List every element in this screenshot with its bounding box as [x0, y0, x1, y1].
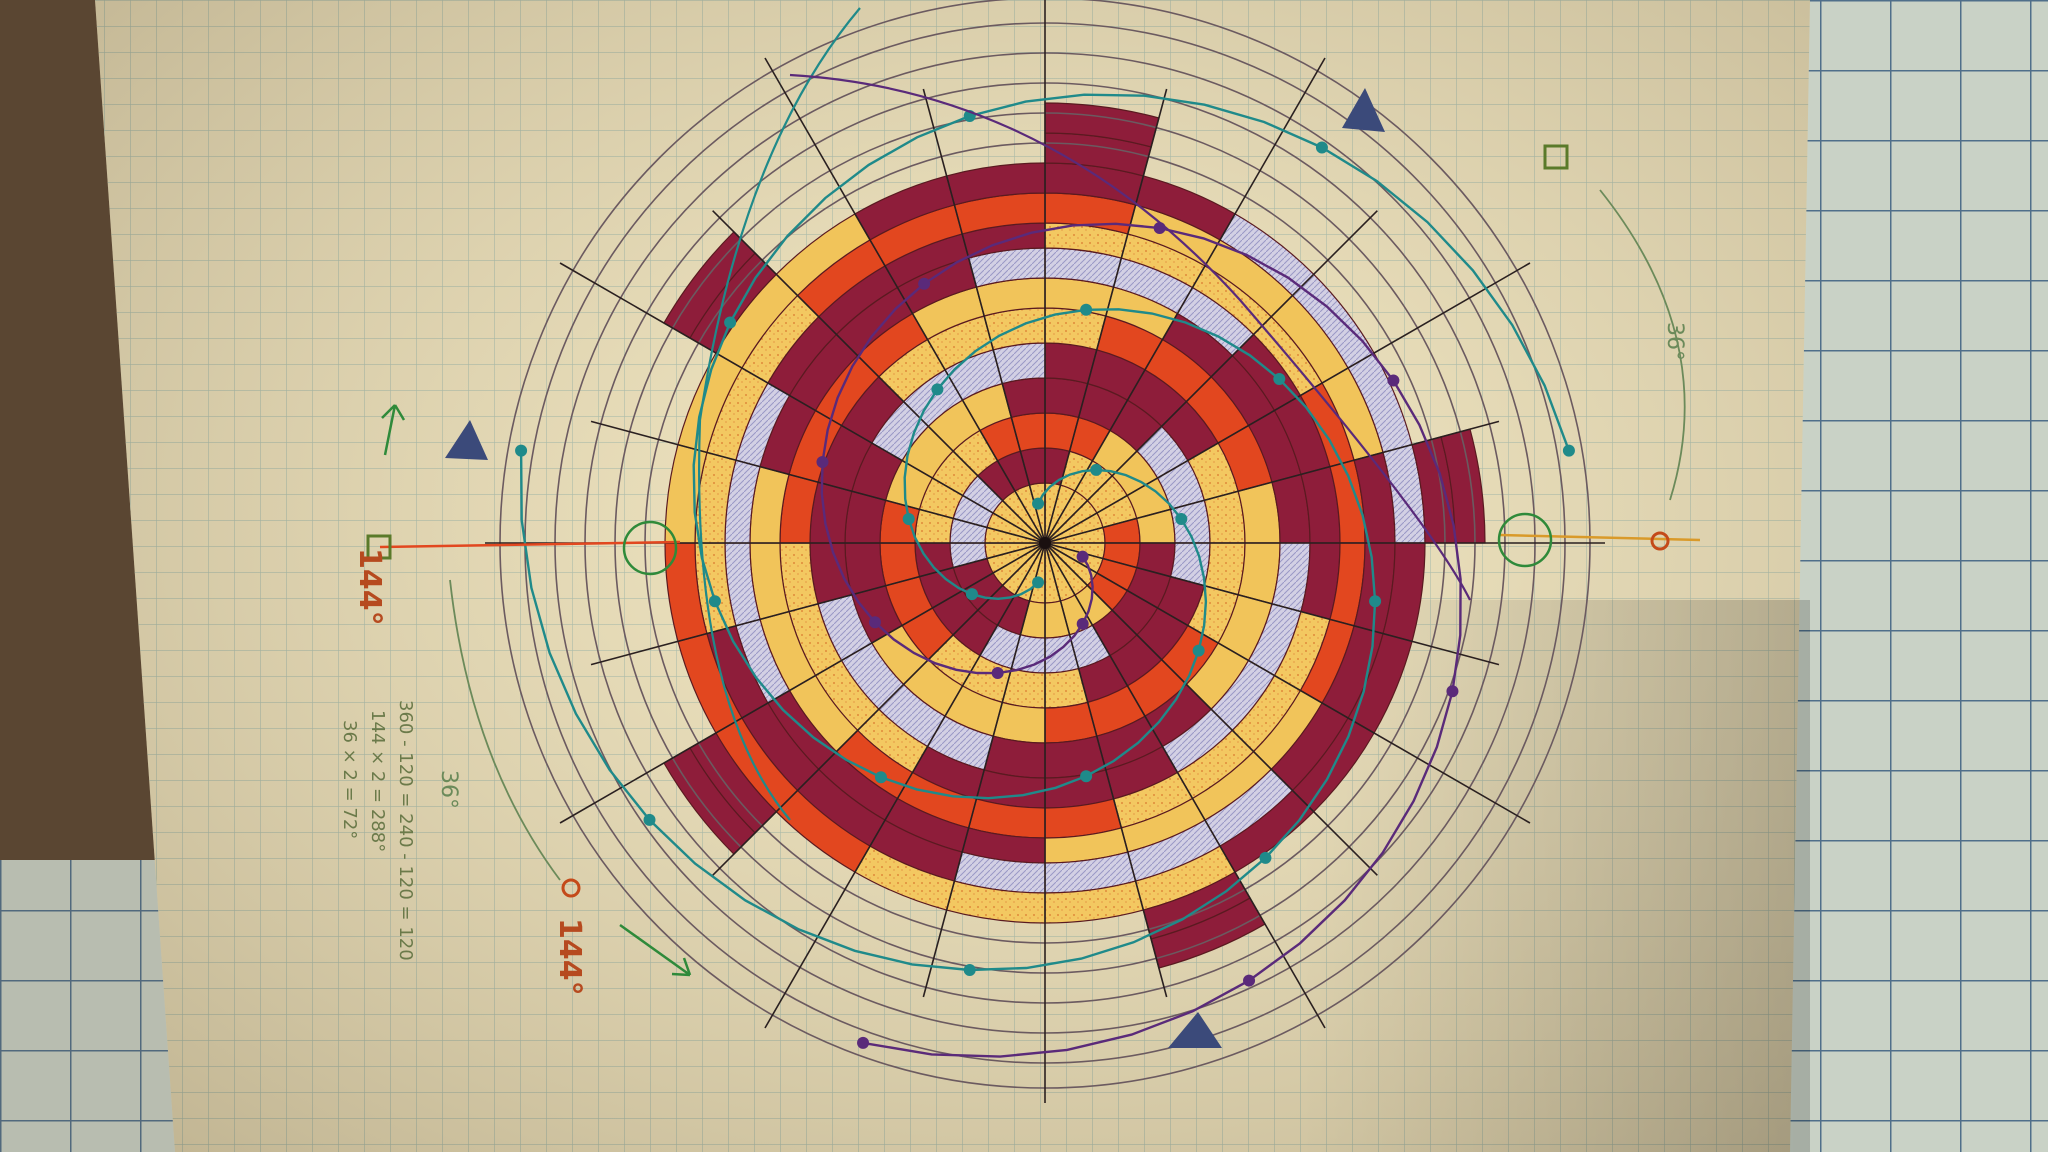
teal-spiral-dot — [1273, 372, 1286, 385]
purple-spiral-dot — [1076, 550, 1089, 563]
teal-spiral-dot — [902, 512, 915, 525]
calculation-line-2: 144 × 2 = 288° — [367, 710, 388, 852]
circular-mandala-drawing — [379, 0, 1701, 1103]
purple-spiral-dot — [1446, 685, 1459, 698]
radial-line — [922, 88, 1046, 544]
triangle-marker-icon — [445, 420, 488, 460]
radial-line — [1044, 88, 1168, 544]
triangle-marker-icon — [1342, 88, 1385, 132]
teal-spiral-2-dot — [1315, 141, 1328, 154]
teal-spiral-2-dot — [874, 771, 887, 784]
circle-marker-icon — [1650, 531, 1670, 551]
center-dot — [1039, 537, 1051, 549]
green-circle-right — [1497, 512, 1553, 568]
purple-spiral-dot — [1387, 374, 1400, 387]
purple-spiral-dot — [1076, 617, 1089, 630]
radial-line — [922, 542, 1046, 998]
purple-spiral-dot — [816, 456, 829, 469]
radial-line — [559, 262, 1046, 544]
teal-spiral-dot — [1080, 303, 1093, 316]
purple-sweep-curve — [789, 73, 1471, 601]
teal-spiral-2-dot — [1090, 463, 1103, 476]
degree-label-left: 144° — [352, 548, 387, 626]
purple-spiral-dot — [868, 616, 881, 629]
radial-line — [590, 420, 1046, 544]
radial-line — [1044, 262, 1531, 544]
cutting-mat-right — [1780, 0, 2048, 1152]
arc-angle-bottom-left: 36° — [436, 770, 461, 809]
markers — [366, 88, 1670, 1048]
purple-spiral-dot — [991, 667, 1004, 680]
cutting-mat-left — [0, 860, 180, 1152]
axis-line-left — [379, 540, 681, 549]
green-circle-left — [622, 520, 678, 576]
radial-line — [1044, 542, 1326, 1029]
teal-spiral-2-dot — [708, 595, 721, 608]
arrow-icon — [619, 923, 692, 977]
teal-spiral-dot — [931, 383, 944, 396]
calculation-line-3: 36 × 2 = 72° — [339, 720, 360, 839]
arc-angle-top-right: 36° — [1662, 322, 1687, 361]
teal-sweep-curve — [697, 7, 861, 821]
radial-line — [1044, 57, 1326, 544]
radial-line — [590, 542, 1046, 666]
radial-line — [1044, 542, 1500, 666]
radial-line — [1044, 542, 1378, 876]
arc-measure-bottom-left — [449, 579, 561, 881]
teal-spiral-2-dot — [724, 316, 737, 329]
purple-spiral-dot — [1243, 974, 1256, 987]
calculation-line-1: 360 - 120 = 240 - 120 = 120 — [395, 700, 416, 961]
radial-line — [1044, 542, 1531, 824]
teal-spiral-dot — [965, 588, 978, 601]
radial-line — [712, 210, 1046, 544]
circle-marker-icon — [561, 878, 581, 898]
teal-spiral-2-dot — [1562, 444, 1575, 457]
triangle-marker-icon — [1168, 1012, 1222, 1048]
teal-spiral-dot — [1032, 576, 1045, 589]
teal-spiral-dot — [515, 444, 528, 457]
radial-line — [1044, 210, 1378, 544]
degree-label-bottom: 144° — [552, 918, 587, 996]
teal-spiral-dot — [643, 813, 656, 826]
teal-spiral-dot — [1369, 595, 1382, 608]
arc-measure-top-right — [1599, 189, 1686, 501]
teal-spiral-2-dot — [1175, 512, 1188, 525]
teal-spiral-dot — [963, 964, 976, 977]
arrow-icon — [381, 404, 406, 456]
handwritten-notes: 36° 36° 144° 144° 360 - 120 = 240 - 120 … — [339, 322, 1687, 996]
teal-spiral-dot — [1259, 851, 1272, 864]
radial-line — [1044, 420, 1500, 544]
purple-spiral-dot — [857, 1036, 870, 1049]
purple-spiral-dot — [918, 277, 931, 290]
square-marker-icon — [366, 534, 392, 560]
teal-spiral-2-dot — [1032, 497, 1045, 510]
teal-spiral-2-dot — [1080, 770, 1093, 783]
square-marker-icon — [1543, 144, 1569, 170]
radial-line — [1044, 542, 1168, 998]
teal-spiral-2-dot — [1192, 644, 1205, 657]
